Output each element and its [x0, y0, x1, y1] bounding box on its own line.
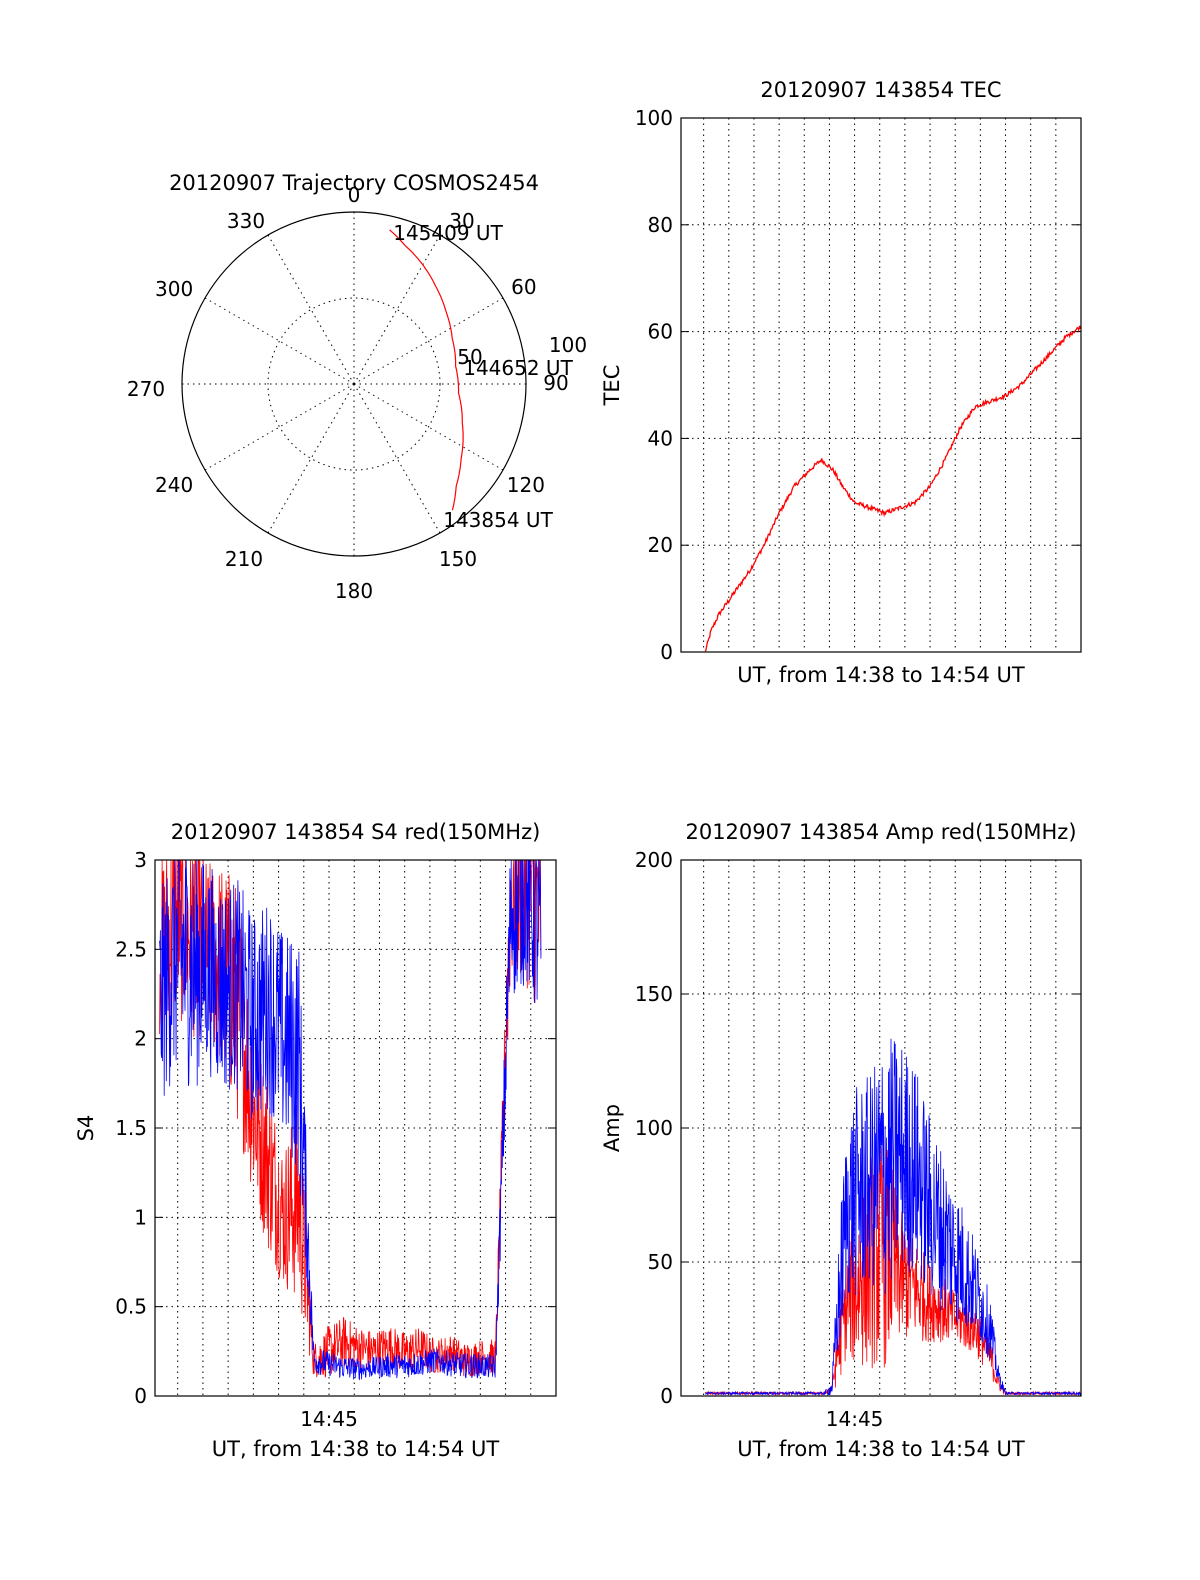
tec-ytick-label: 0 — [660, 640, 673, 664]
amp-ytick-label: 50 — [648, 1250, 673, 1274]
polar-angle-label: 120 — [507, 473, 545, 497]
polar-spoke — [353, 297, 504, 385]
amp-xlabel: UT, from 14:38 to 14:54 UT — [737, 1437, 1025, 1461]
s4-ytick-label: 0.5 — [115, 1295, 147, 1319]
polar-spoke — [204, 297, 355, 385]
tec-ytick-label: 100 — [635, 106, 673, 130]
amp-title: 20120907 143854 Amp red(150MHz) — [685, 820, 1076, 844]
amp-ytick-label: 200 — [635, 848, 673, 872]
trajectory-annotation: 143854 UT — [443, 508, 553, 532]
tec-ytick-label: 20 — [648, 533, 673, 557]
s4-series-blue — [159, 859, 542, 1381]
polar-angle-label: 90 — [543, 371, 568, 395]
amp-ytick-label: 150 — [635, 982, 673, 1006]
polar-trajectory-plot: 20120907 Trajectory COSMOS2454 0 30 60 90 12… — [127, 171, 587, 603]
s4-plot: 20120907 143854 S4 red(150MHz) UT, from … — [74, 820, 557, 1461]
s4-ytick-label: 1 — [134, 1205, 147, 1229]
polar-spoke — [353, 383, 441, 534]
amp-series-blue — [704, 1038, 1082, 1397]
polar-title: 20120907 Trajectory COSMOS2454 — [169, 171, 539, 195]
tec-plot: 20120907 143854 TEC UT, from 14:38 to 14… — [600, 78, 1082, 687]
polar-angle-label: 0 — [348, 183, 361, 207]
s4-title: 20120907 143854 S4 red(150MHz) — [171, 820, 541, 844]
polar-spoke — [267, 234, 355, 385]
polar-radial-label: 50 — [457, 345, 482, 369]
s4-xlabel: UT, from 14:38 to 14:54 UT — [212, 1437, 500, 1461]
polar-angle-label: 330 — [227, 209, 265, 233]
s4-ytick-label: 2 — [134, 1027, 147, 1051]
trajectory-annotation: 144652 UT — [463, 356, 573, 380]
polar-spoke — [353, 383, 504, 471]
polar-angle-label: 240 — [155, 473, 193, 497]
polar-angle-label: 180 — [335, 579, 373, 603]
s4-ylabel: S4 — [74, 1115, 98, 1142]
trajectory-line — [389, 229, 464, 511]
trajectory-annotation: 145409 UT — [393, 221, 503, 245]
s4-ytick-label: 1.5 — [115, 1116, 147, 1140]
amp-frame — [680, 859, 1082, 1397]
tec-frame — [680, 117, 1082, 653]
amp-ytick-label: 100 — [635, 1116, 673, 1140]
tec-ytick-label: 40 — [648, 426, 673, 450]
s4-xtick-label: 14:45 — [300, 1407, 358, 1431]
s4-frame — [154, 859, 557, 1397]
s4-series-red — [159, 859, 542, 1378]
tec-ytick-label: 60 — [648, 320, 673, 344]
amp-ylabel: Amp — [600, 1104, 624, 1152]
tec-ylabel: TEC — [600, 365, 624, 407]
polar-spoke — [353, 234, 441, 385]
polar-radial-label: 100 — [549, 333, 587, 357]
polar-angle-label: 150 — [439, 547, 477, 571]
polar-angle-label: 210 — [225, 547, 263, 571]
tec-ytick-label: 80 — [648, 213, 673, 237]
polar-angle-label: 30 — [449, 209, 474, 233]
tec-series-red — [704, 325, 1082, 652]
s4-ytick-label: 3 — [134, 848, 147, 872]
polar-angle-label: 60 — [511, 275, 536, 299]
polar-mid-circle — [267, 297, 441, 471]
amp-ytick-label: 0 — [660, 1384, 673, 1408]
tec-xlabel: UT, from 14:38 to 14:54 UT — [737, 663, 1025, 687]
amp-plot: 20120907 143854 Amp red(150MHz) UT, from… — [600, 820, 1082, 1461]
s4-ytick-label: 0 — [134, 1384, 147, 1408]
s4-ytick-label: 2.5 — [115, 937, 147, 961]
polar-angle-label: 270 — [127, 377, 165, 401]
amp-xtick-label: 14:45 — [826, 1407, 884, 1431]
polar-spoke — [204, 383, 355, 471]
polar-spoke — [267, 383, 355, 534]
tec-title: 20120907 143854 TEC — [760, 78, 1001, 102]
polar-angle-label: 300 — [155, 277, 193, 301]
